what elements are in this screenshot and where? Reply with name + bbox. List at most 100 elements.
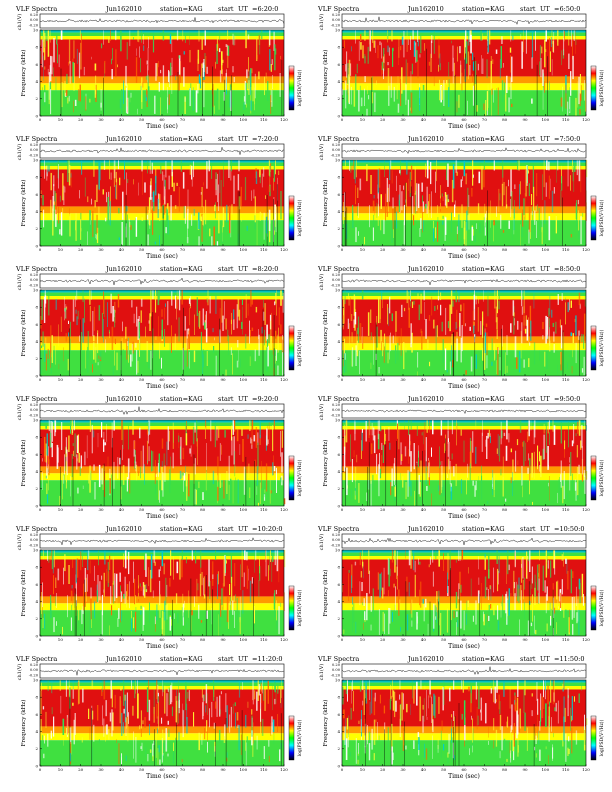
waveform-line (341, 409, 587, 415)
x-tick-label: 50 (441, 507, 447, 512)
colorbar-label: log(PSD(V²/Hz)) (598, 69, 605, 106)
x-tick-label: 100 (240, 507, 248, 512)
x-tick-label: 40 (119, 117, 125, 122)
waveform-tick-label: -0.20 (331, 673, 341, 677)
colorbar-label: log(PSD(V²/Hz)) (296, 69, 303, 106)
y-axis-label: Frequency (kHz) (20, 180, 27, 227)
panel-ut-label: UT (238, 525, 248, 533)
y-tick-label: 8 (337, 565, 340, 570)
waveform-line (39, 277, 285, 286)
spectrogram-band (40, 726, 284, 734)
x-tick-label: 100 (542, 507, 550, 512)
waveform-tick-label: 0.20 (30, 13, 39, 17)
panel-start-time: =6:50:0 (554, 5, 581, 13)
waveform-tick-label: 0.20 (30, 273, 39, 277)
y-tick-label: 6 (35, 322, 38, 327)
spectrogram-band (40, 213, 284, 221)
x-tick-label: 30 (98, 377, 104, 382)
panel-start-label: start (218, 525, 234, 533)
panel-station: station=KAG (160, 135, 203, 143)
colorbar (590, 325, 597, 371)
x-tick-label: 120 (280, 637, 288, 642)
y-tick-label: 4 (35, 599, 38, 604)
panel-station: station=KAG (462, 265, 505, 273)
x-tick-label: 80 (502, 117, 508, 122)
spectrogram-cells (342, 550, 586, 636)
spectrogram-cells (342, 30, 587, 116)
y-tick-label: 4 (35, 339, 38, 344)
spectrogram-cells (40, 290, 285, 376)
y-tick-label: 4 (337, 469, 340, 474)
chart-panel-6: VLF Spectra Jun162010 station=KAG start UT =8… (310, 266, 606, 394)
x-tick-label: 120 (280, 117, 288, 122)
y-tick-label: 10 (335, 547, 341, 552)
x-tick-label: 10 (360, 247, 366, 252)
spectrogram-band (40, 343, 284, 351)
spectrogram-band (342, 30, 586, 33)
x-tick-label: 20 (78, 377, 84, 382)
x-tick-label: 100 (240, 377, 248, 382)
waveform-tick-label: -0.20 (331, 23, 341, 27)
panel-date: Jun162010 (106, 135, 142, 143)
panel-title: VLF Spectra (318, 655, 360, 663)
x-tick-label: 10 (360, 637, 366, 642)
panel-ut-label: UT (238, 395, 248, 403)
y-tick-label: 4 (35, 209, 38, 214)
panel-date: Jun162010 (408, 655, 444, 663)
y-tick-label: 8 (337, 695, 340, 700)
x-axis-label: Time (sec) (448, 643, 480, 650)
spectrogram-band (40, 76, 284, 84)
colorbar (590, 585, 597, 631)
spectrogram-band (342, 559, 586, 597)
y-axis-label: Frequency (kHz) (20, 310, 27, 357)
spectrogram-band (342, 83, 586, 91)
colorbar (288, 715, 295, 761)
x-axis-label: Time (sec) (146, 123, 178, 130)
waveform-tick-label: -0.20 (29, 673, 39, 677)
panel-start-label: start (218, 395, 234, 403)
x-tick-label: 70 (180, 507, 186, 512)
panel-plot: 0.200.00-0.200 10 20 30 40 50 60 70 80 90 100 110 12… (318, 143, 605, 260)
spectrogram-band (40, 206, 284, 214)
x-tick-label: 80 (200, 377, 206, 382)
x-tick-label: 40 (421, 507, 427, 512)
panel-station: station=KAG (160, 5, 203, 13)
x-tick-label: 80 (200, 637, 206, 642)
spectrogram-band (342, 292, 586, 297)
y-tick-label: 2 (337, 746, 340, 751)
y-tick-label: 4 (35, 79, 38, 84)
y-tick-label: 10 (335, 417, 341, 422)
x-tick-label: 20 (78, 247, 84, 252)
x-tick-label: 80 (502, 507, 508, 512)
x-axis-label: Time (sec) (448, 123, 480, 130)
x-tick-label: 10 (58, 247, 64, 252)
waveform-tick-label: 0.20 (30, 663, 39, 667)
x-tick-label: 30 (400, 767, 406, 772)
panel-title: VLF Spectra (318, 265, 360, 273)
x-tick-label: 60 (461, 117, 467, 122)
x-tick-label: 20 (78, 117, 84, 122)
x-tick-label: 10 (58, 767, 64, 772)
chart-panel-11: VLF Spectra Jun162010 station=KAG start UT =1… (8, 656, 304, 784)
waveform-tick-label: 0.20 (332, 403, 341, 407)
waveform-tick-label: 0.00 (30, 408, 39, 412)
x-tick-label: 70 (482, 507, 488, 512)
waveform-tick-label: 0.20 (332, 273, 341, 277)
y-tick-label: 6 (337, 712, 340, 717)
spectrogram-band (40, 426, 284, 430)
spectrogram-band (342, 90, 586, 116)
spectrogram-band (40, 166, 284, 170)
waveform-tick-label: 0.20 (30, 403, 39, 407)
y-tick-label: 10 (335, 157, 341, 162)
x-tick-label: 30 (400, 507, 406, 512)
y-tick-label: 2 (35, 356, 38, 361)
panel-title: VLF Spectra (16, 655, 58, 663)
x-tick-label: 40 (421, 117, 427, 122)
panel-date: Jun162010 (408, 265, 444, 273)
x-tick-label: 0 (39, 507, 42, 512)
waveform-tick-label: -0.20 (29, 413, 39, 417)
y-tick-label: 0 (337, 113, 340, 118)
x-tick-label: 90 (220, 117, 226, 122)
x-tick-label: 120 (582, 247, 590, 252)
panel-ut-label: UT (238, 265, 248, 273)
